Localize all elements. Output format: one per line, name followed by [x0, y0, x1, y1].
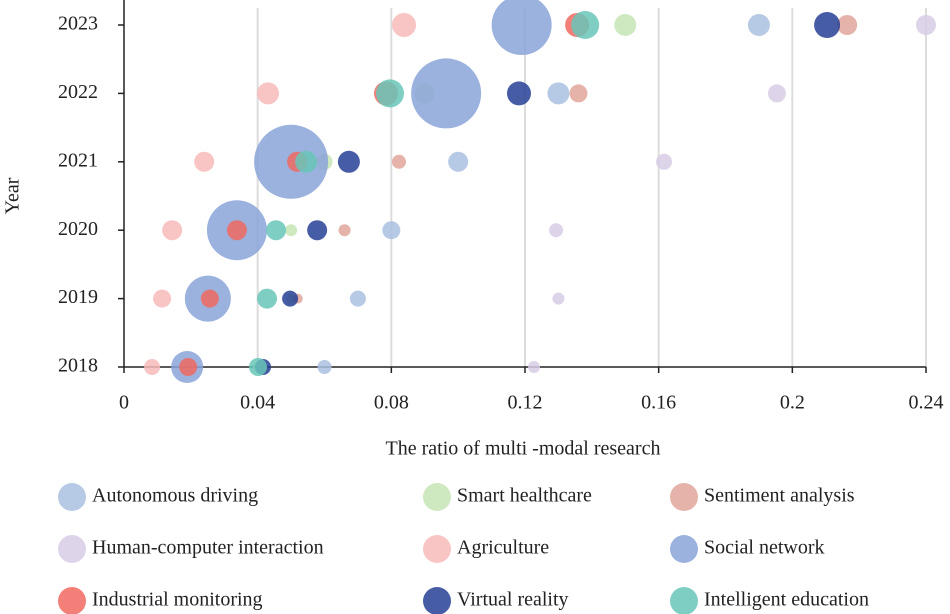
bubble	[375, 79, 404, 108]
bubble	[506, 81, 531, 106]
y-tick-label: 2018	[58, 355, 98, 377]
bubble	[528, 361, 541, 373]
bubble	[411, 58, 482, 129]
y-tick-label: 2019	[58, 286, 98, 308]
legend-label: Autonomous driving	[92, 485, 258, 507]
y-tick-label: 2022	[58, 81, 98, 103]
legend-label: Human-computer interaction	[92, 537, 324, 559]
y-tick-label: 2023	[58, 13, 98, 35]
legend-marker	[58, 587, 86, 614]
legend-marker	[670, 483, 698, 511]
x-tick-label: 0.08	[374, 392, 409, 414]
bubble	[307, 220, 328, 241]
bubble	[448, 151, 469, 172]
bubble	[916, 15, 936, 35]
legend-marker	[670, 587, 698, 614]
legend-marker	[423, 535, 451, 563]
y-tick-label: 2021	[58, 149, 98, 171]
legend-marker	[58, 535, 86, 563]
bubble	[549, 223, 564, 238]
bubble	[257, 82, 280, 105]
y-axis-label: Year	[2, 177, 24, 214]
bubble	[614, 14, 637, 36]
bubble	[392, 154, 407, 169]
bubble	[266, 220, 287, 241]
legend-label: Industrial monitoring	[92, 589, 263, 611]
bubble	[547, 82, 570, 105]
bubble	[747, 14, 770, 36]
bubble	[552, 292, 565, 305]
bubble	[349, 290, 366, 307]
bubble	[767, 84, 786, 103]
bubble	[837, 15, 858, 35]
x-tick-label: 0	[119, 392, 129, 414]
bubble	[382, 221, 401, 240]
bubble	[226, 220, 247, 241]
bubble	[337, 150, 360, 173]
x-tick-label: 0.2	[780, 392, 805, 414]
legend-label: Intelligent education	[704, 589, 869, 611]
legend-marker	[423, 483, 451, 511]
bubble	[317, 360, 332, 374]
bubble	[200, 289, 219, 308]
x-axis-label: The ratio of multi -modal research	[386, 438, 661, 460]
x-tick-label: 0.24	[909, 392, 944, 414]
legend-label: Social network	[704, 537, 825, 559]
legend-label: Agriculture	[457, 537, 549, 559]
bubble	[282, 290, 299, 307]
legend-label: Sentiment analysis	[704, 485, 855, 507]
legend-marker	[423, 587, 451, 614]
bubble	[656, 153, 673, 170]
bubble	[571, 11, 600, 39]
bubble	[295, 150, 318, 173]
bubble	[144, 359, 161, 375]
legend-marker	[58, 483, 86, 511]
bubble	[249, 358, 268, 376]
bubble	[338, 224, 351, 237]
bubble	[194, 151, 215, 172]
bubble	[162, 220, 183, 241]
bubble	[285, 224, 298, 237]
x-tick-label: 0.16	[641, 392, 676, 414]
x-tick-label: 0.12	[508, 392, 543, 414]
bubble	[153, 289, 172, 308]
x-tick-label: 0.04	[240, 392, 275, 414]
y-tick-label: 2020	[58, 218, 98, 240]
legend-label: Smart healthcare	[457, 485, 592, 507]
bubble	[491, 0, 552, 55]
bubble	[569, 84, 588, 103]
bubble	[392, 13, 417, 37]
legend-label: Virtual reality	[457, 589, 569, 611]
legend-marker	[670, 535, 698, 563]
bubble	[179, 358, 198, 376]
bubble	[814, 12, 841, 38]
bubble	[257, 288, 278, 309]
